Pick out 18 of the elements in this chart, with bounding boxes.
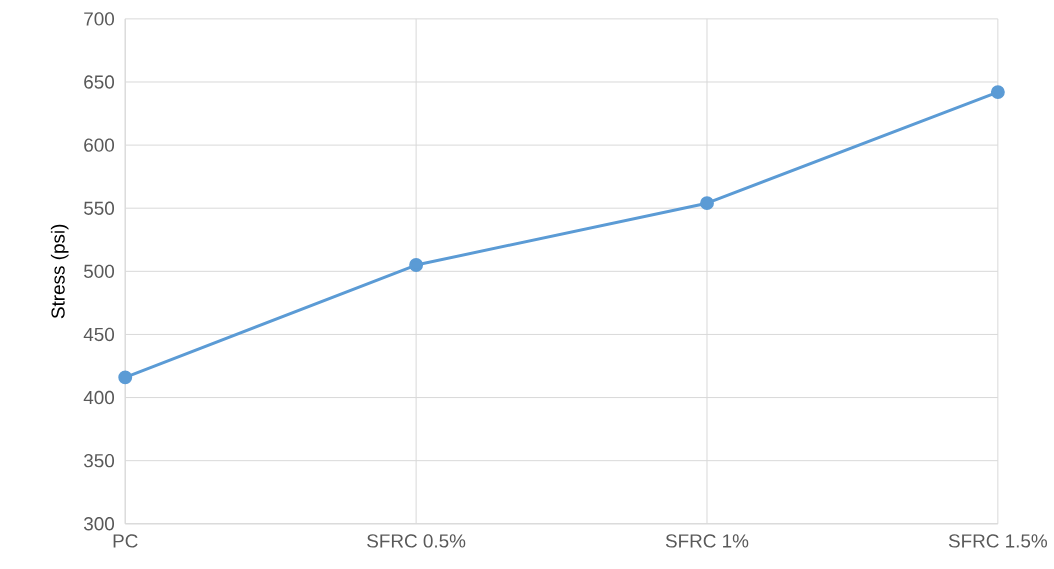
y-tick-label: 500 xyxy=(84,264,115,279)
y-tick-label: 650 xyxy=(84,75,115,89)
x-tick-label: SFRC 1% xyxy=(665,534,749,548)
x-tick-label: PC xyxy=(113,534,138,548)
y-tick-label: 550 xyxy=(84,201,115,216)
point xyxy=(700,196,714,211)
y-tick-label: 300 xyxy=(83,517,115,531)
point xyxy=(990,85,1005,100)
point xyxy=(118,370,133,385)
y-tick-label: 600 xyxy=(84,138,115,153)
point xyxy=(409,258,424,273)
x-tick-label: SFRC 1.5% xyxy=(948,534,1048,548)
y-tick-label: 450 xyxy=(83,328,115,342)
x-tick-label: SFRC 0.5% xyxy=(367,534,466,548)
y-tick-label: 700 xyxy=(84,12,115,26)
y-tick-label: 400 xyxy=(83,391,115,405)
y-tick-label: 350 xyxy=(83,454,115,468)
y-axis-title: Stress (psi) xyxy=(50,225,69,319)
